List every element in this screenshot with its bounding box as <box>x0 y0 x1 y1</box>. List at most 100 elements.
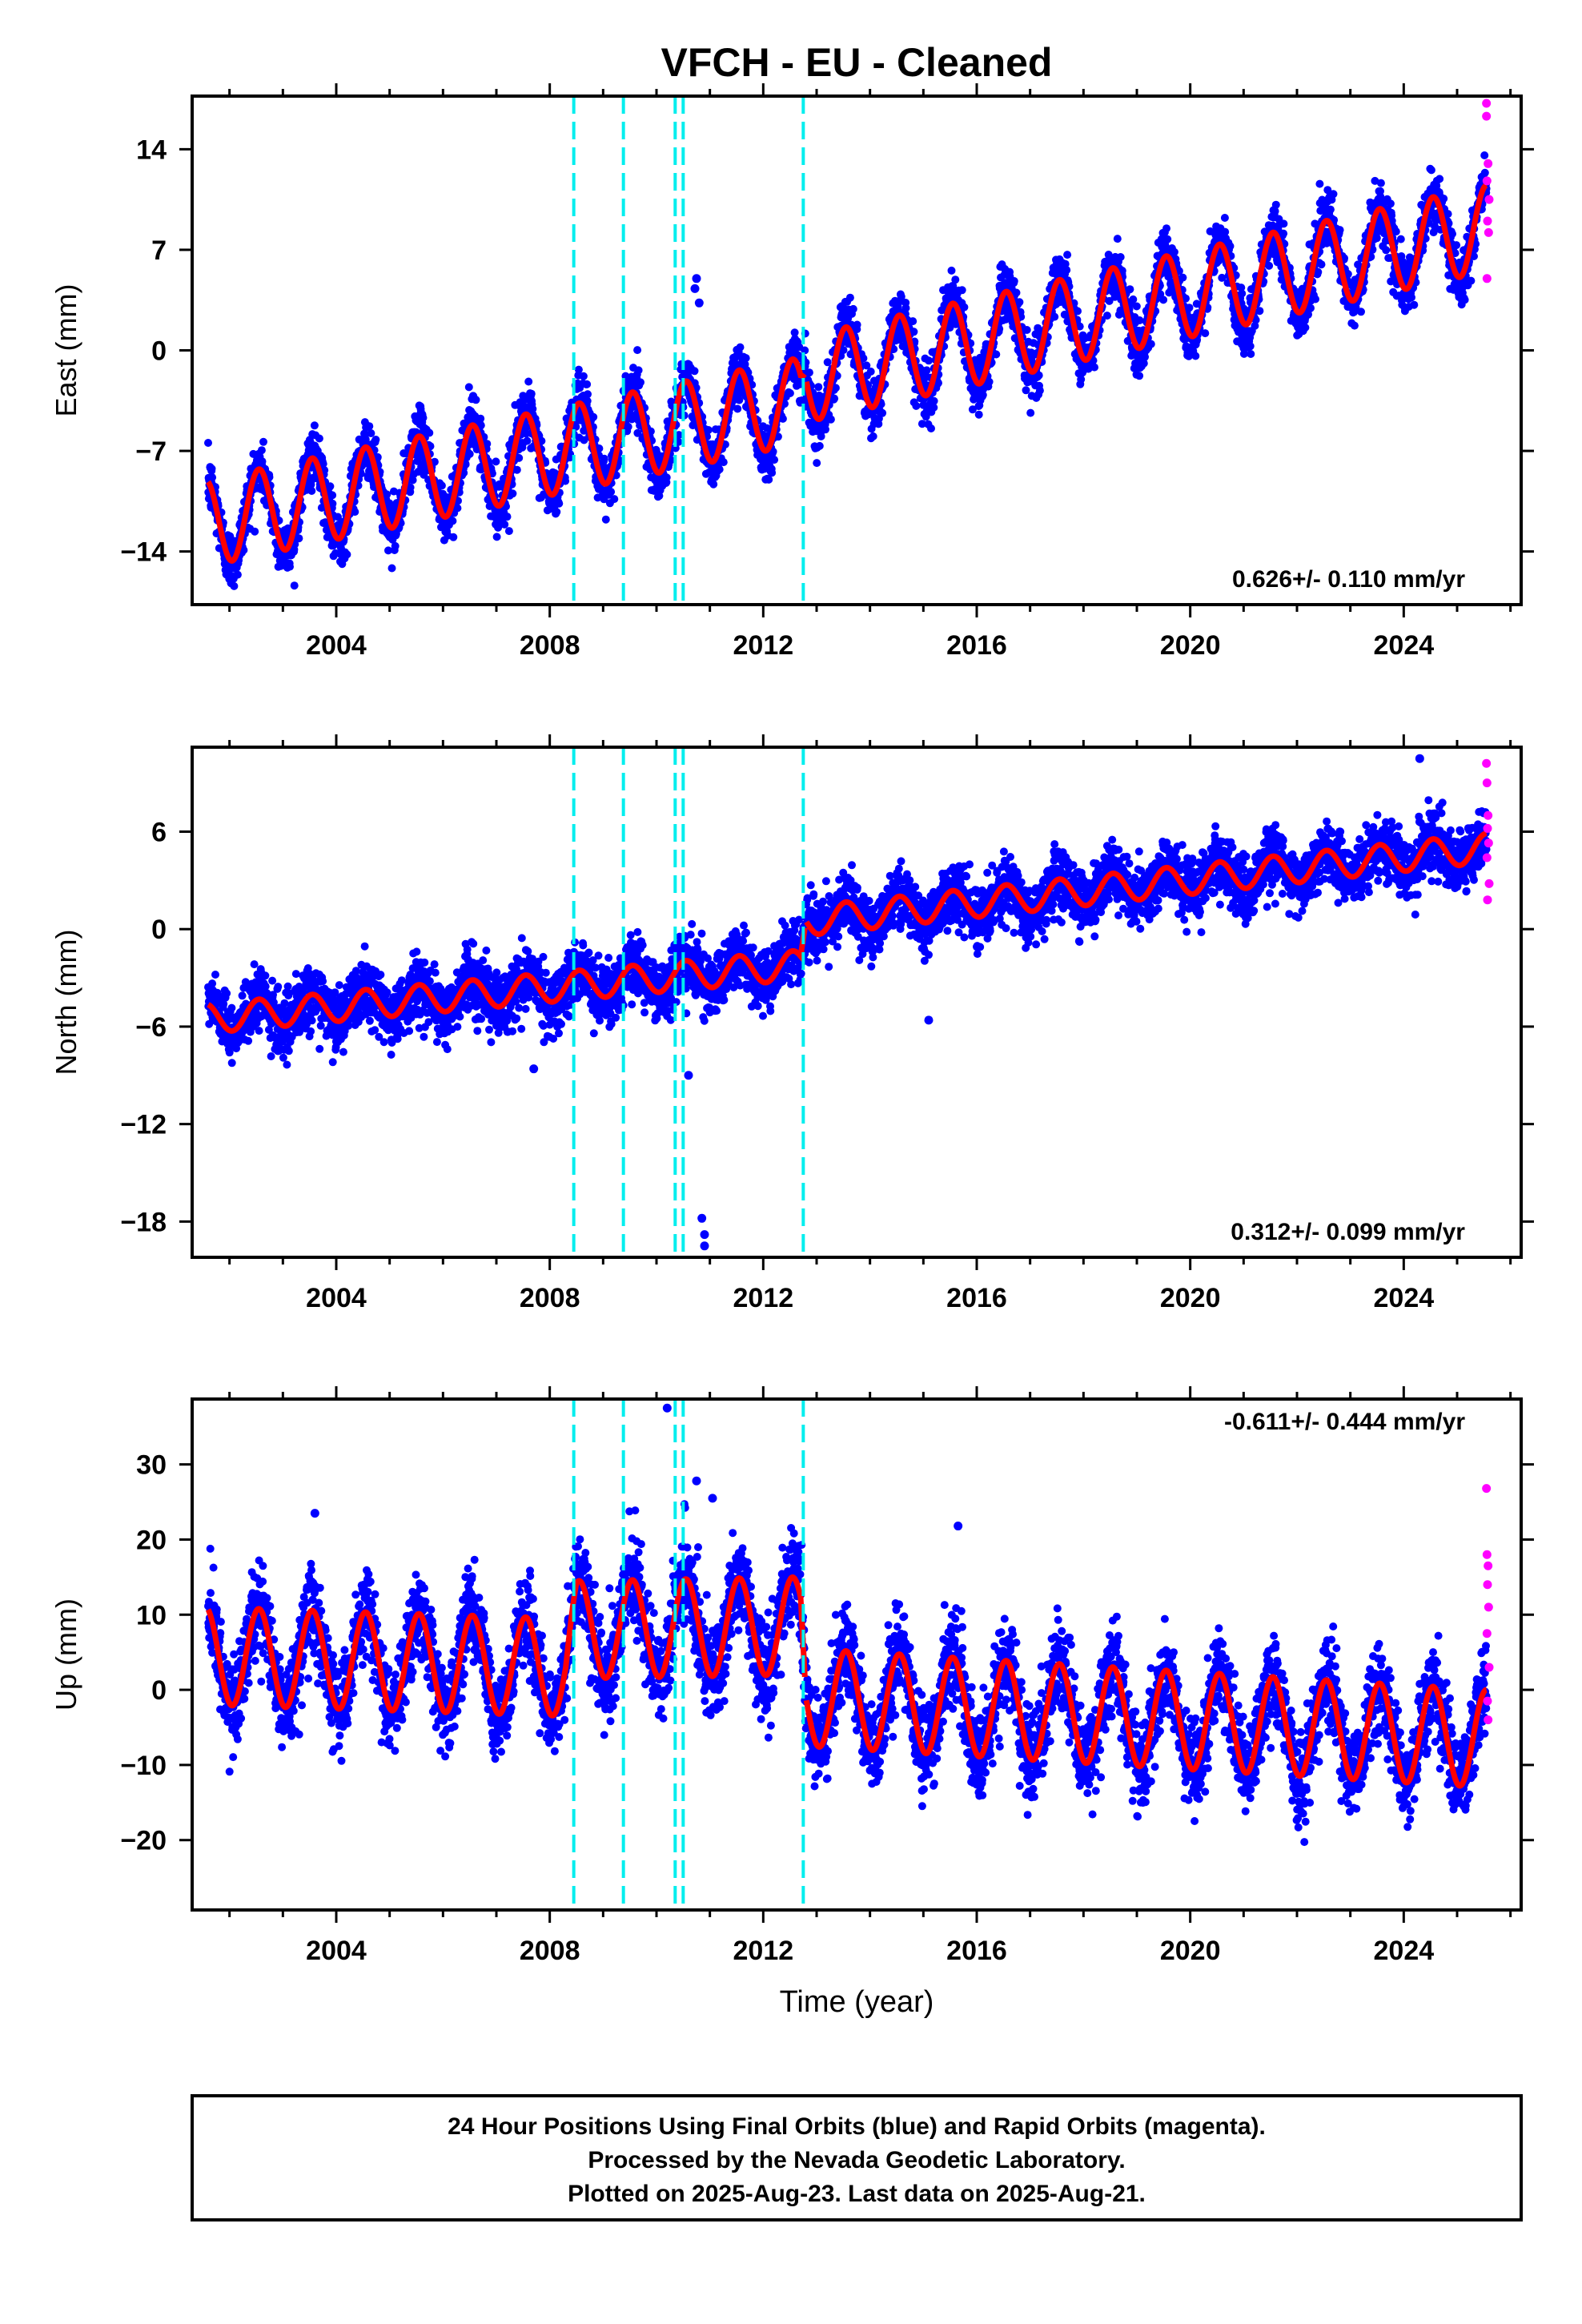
data-point <box>624 422 632 431</box>
data-point <box>328 491 337 500</box>
data-point <box>1141 352 1149 361</box>
data-point <box>391 541 400 550</box>
data-point <box>208 473 217 482</box>
data-point <box>1163 235 1172 243</box>
data-point <box>704 426 713 434</box>
data-point <box>522 423 531 432</box>
data-point <box>736 343 745 352</box>
data-point <box>524 377 533 386</box>
data-point <box>555 499 564 508</box>
data-point <box>425 428 434 437</box>
data-point <box>583 380 592 388</box>
data-point <box>662 473 671 482</box>
data-point <box>515 453 524 462</box>
data-point <box>1135 372 1144 380</box>
data-point <box>1170 247 1178 256</box>
data-point <box>1279 229 1288 238</box>
data-point <box>985 377 994 386</box>
data-point <box>1247 350 1255 358</box>
data-point <box>958 286 966 295</box>
data-point <box>1226 242 1235 251</box>
data-point <box>239 545 248 554</box>
data-point <box>1132 302 1141 311</box>
data-point <box>785 389 794 397</box>
data-point <box>1113 235 1122 243</box>
data-point <box>595 444 604 452</box>
data-point <box>821 425 829 434</box>
data-point <box>1279 219 1288 228</box>
data-point <box>1022 326 1031 334</box>
data-point <box>512 465 521 474</box>
data-point <box>610 495 619 504</box>
data-point <box>259 437 267 446</box>
data-point <box>251 527 259 536</box>
data-point <box>204 439 212 447</box>
data-point <box>383 490 391 499</box>
data-point <box>1191 352 1200 360</box>
data-point <box>319 460 327 468</box>
data-point <box>1077 375 1086 384</box>
data-point <box>572 423 580 431</box>
data-point <box>741 354 750 363</box>
figure-title: VFCH - EU - Cleaned <box>661 40 1053 85</box>
data-point <box>826 415 835 424</box>
data-point <box>492 457 500 466</box>
data-point <box>373 452 382 461</box>
data-point <box>765 475 773 484</box>
data-point <box>1382 246 1391 255</box>
data-point <box>483 440 492 448</box>
data-point <box>1329 190 1338 199</box>
data-point <box>406 483 415 492</box>
data-point <box>326 482 335 491</box>
data-point <box>453 504 462 513</box>
data-point <box>845 293 854 302</box>
data-point <box>849 304 857 313</box>
data-point <box>930 396 938 405</box>
data-point <box>1126 285 1134 294</box>
data-point <box>1350 321 1359 330</box>
data-point <box>461 460 470 468</box>
data-point <box>922 366 931 375</box>
data-point <box>448 517 457 525</box>
data-point <box>960 303 969 312</box>
data-point <box>408 476 417 485</box>
data-point <box>1162 224 1170 233</box>
data-point <box>508 489 517 498</box>
data-point <box>607 488 616 497</box>
data-point <box>869 432 877 440</box>
data-point <box>1050 312 1059 321</box>
data-point <box>633 346 642 355</box>
data-point <box>912 401 921 410</box>
data-point <box>925 356 933 365</box>
data-point <box>257 446 266 455</box>
data-point <box>286 562 294 571</box>
data-point <box>715 465 724 474</box>
data-point <box>579 372 588 380</box>
data-point <box>230 581 239 590</box>
data-point <box>472 396 480 404</box>
data-point <box>951 275 960 284</box>
data-point <box>768 468 777 477</box>
data-point <box>1129 295 1138 304</box>
data-point <box>449 533 458 541</box>
data-point <box>1035 386 1044 395</box>
data-point <box>1185 304 1194 312</box>
data-point <box>1146 340 1155 348</box>
data-point <box>1357 308 1365 316</box>
data-point <box>430 457 439 466</box>
data-point <box>384 546 392 555</box>
data-point <box>901 304 910 312</box>
data-point <box>1255 307 1264 316</box>
data-point <box>419 413 428 422</box>
data-point <box>1315 179 1324 188</box>
data-point <box>464 383 473 392</box>
data-point <box>365 422 374 431</box>
data-point <box>947 266 956 275</box>
data-point <box>1311 295 1319 304</box>
data-point <box>476 421 485 430</box>
data-point <box>866 368 875 376</box>
data-point <box>1265 261 1274 270</box>
data-point <box>371 436 380 444</box>
